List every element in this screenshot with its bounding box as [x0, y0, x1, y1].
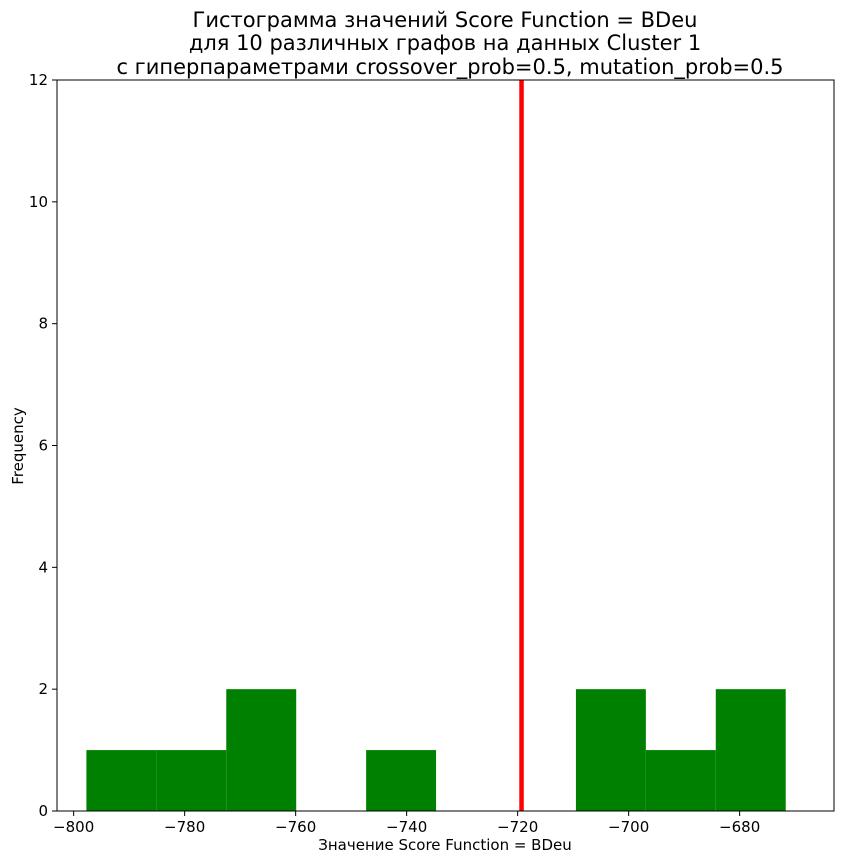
y-tick-label: 6 [38, 437, 48, 455]
histogram-bar-4 [366, 750, 437, 811]
x-axis-label: Значение Score Function = BDeu [318, 836, 572, 854]
title-line-2: для 10 различных графов на данных Cluste… [189, 31, 701, 55]
y-tick-label: 8 [38, 315, 48, 333]
y-tick-label: 2 [38, 680, 48, 698]
chart-title: Гистограмма значений Score Function = BD… [116, 8, 783, 80]
y-tick-label: 0 [38, 802, 48, 820]
y-axis-ticks: 0 2 4 6 8 10 12 [29, 71, 57, 820]
histogram-bar-7 [575, 689, 646, 811]
histogram-bars [86, 689, 786, 811]
x-tick-label: −720 [497, 818, 538, 836]
title-line-3: с гиперпараметрами crossover_prob=0.5, m… [116, 55, 783, 80]
histogram-bar-0 [86, 750, 157, 811]
histogram-bar-8 [645, 750, 716, 811]
y-tick-label: 12 [29, 71, 48, 89]
y-tick-label: 4 [38, 558, 48, 576]
x-tick-label: −700 [608, 818, 649, 836]
histogram-bar-1 [156, 750, 227, 811]
x-tick-label: −740 [386, 818, 427, 836]
histogram-bar-9 [715, 689, 786, 811]
x-tick-label: −800 [53, 818, 94, 836]
x-axis-ticks: −800 −780 −760 −740 −720 −700 −680 [53, 811, 760, 836]
x-tick-label: −760 [275, 818, 316, 836]
x-tick-label: −680 [719, 818, 760, 836]
title-line-1: Гистограмма значений Score Function = BD… [193, 8, 698, 32]
x-tick-label: −780 [164, 818, 205, 836]
y-axis-label: Frequency [9, 407, 27, 485]
y-tick-label: 10 [29, 193, 48, 211]
histogram-bar-2 [226, 689, 297, 811]
